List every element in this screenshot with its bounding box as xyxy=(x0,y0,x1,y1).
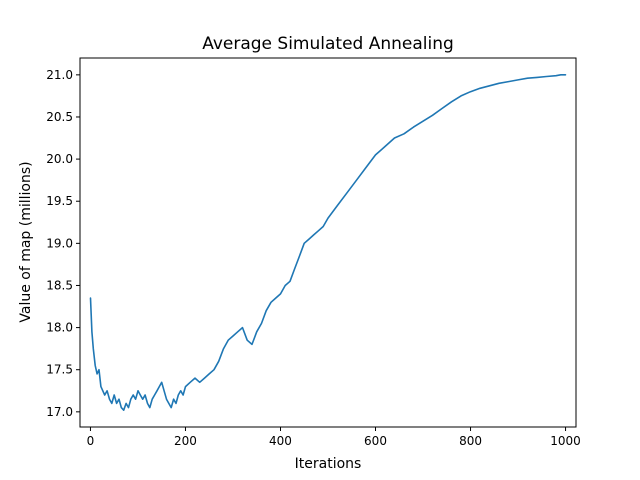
y-tick-label: 20.0 xyxy=(46,152,73,166)
axes-frame xyxy=(79,57,577,428)
plot-area: 0 200 400 600 800 1000 17.0 17.5 18.0 18.5 19.0 19.… xyxy=(46,57,581,448)
y-tick-label: 18.0 xyxy=(46,321,73,335)
y-tick-label: 18.5 xyxy=(46,278,73,292)
x-tick-label: 0 xyxy=(87,434,95,448)
x-tick-label: 800 xyxy=(459,434,482,448)
x-tick-label: 400 xyxy=(269,434,292,448)
y-tick-label: 19.5 xyxy=(46,194,73,208)
x-tick-label: 600 xyxy=(364,434,387,448)
y-tick-label: 19.0 xyxy=(46,236,73,250)
chart-title: Average Simulated Annealing xyxy=(202,34,454,54)
x-axis-label: Iterations xyxy=(295,456,362,472)
y-tick-label: 20.5 xyxy=(46,110,73,124)
y-tick-label: 17.0 xyxy=(46,405,73,419)
series-line-0 xyxy=(89,74,567,412)
x-tick-label: 1000 xyxy=(550,434,581,448)
y-tick-label: 17.5 xyxy=(46,363,73,377)
y-tick-label: 21.0 xyxy=(46,68,73,82)
y-axis-label: Value of map (millions) xyxy=(18,161,34,322)
x-tick-label: 200 xyxy=(174,434,197,448)
